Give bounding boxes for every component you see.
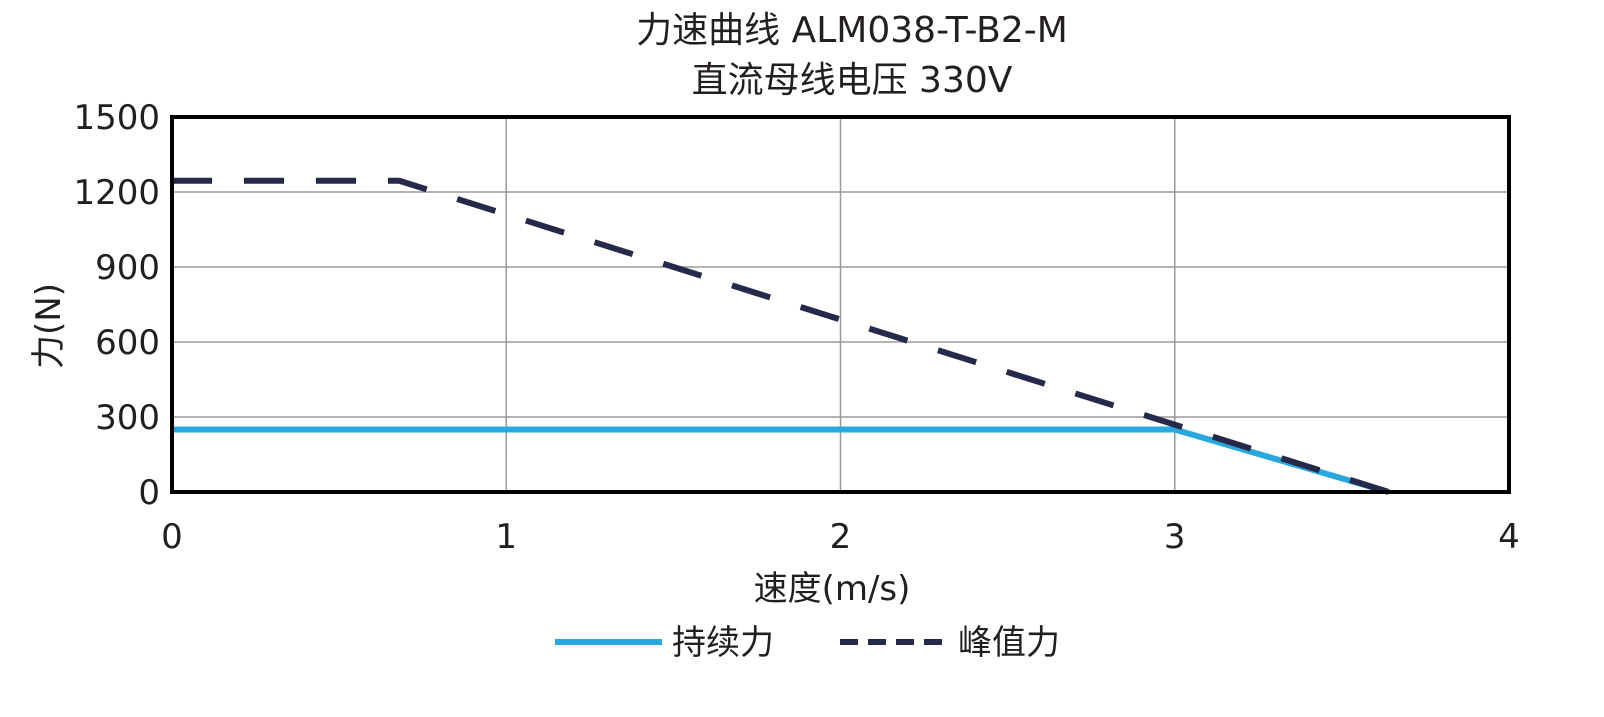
y-axis-label: 力(N) [29, 283, 69, 369]
grid-lines [171, 116, 1510, 493]
x-tick-label-4: 4 [1498, 517, 1520, 557]
y-tick-label-5: 1500 [73, 98, 160, 138]
y-tick-labels: 0 300 600 900 1200 1500 [73, 98, 160, 513]
y-tick-label-4: 1200 [73, 173, 160, 213]
series-continuous-force-line [172, 426, 1390, 495]
x-tick-label-3: 3 [1164, 517, 1186, 557]
chart-title: 力速曲线 ALM038-T-B2-M [636, 10, 1068, 51]
legend-label-continuous: 持续力 [672, 623, 774, 663]
y-tick-label-0: 0 [138, 473, 160, 513]
legend: 持续力 峰值力 [555, 623, 1060, 663]
y-tick-label-3: 900 [95, 248, 160, 288]
chart-subtitle: 直流母线电压 330V [692, 60, 1013, 101]
y-tick-label-1: 300 [95, 398, 160, 438]
legend-label-peak: 峰值力 [958, 623, 1060, 663]
x-axis-label: 速度(m/s) [754, 569, 911, 609]
x-tick-label-2: 2 [830, 517, 852, 557]
x-tick-labels: 0 1 2 3 4 [161, 517, 1520, 557]
x-tick-label-1: 1 [495, 517, 517, 557]
y-tick-label-2: 600 [95, 323, 160, 363]
plot-frame [170, 115, 1511, 494]
x-tick-label-0: 0 [161, 517, 183, 557]
series-peak-force-line [172, 177, 1390, 495]
series-layer [172, 177, 1390, 495]
